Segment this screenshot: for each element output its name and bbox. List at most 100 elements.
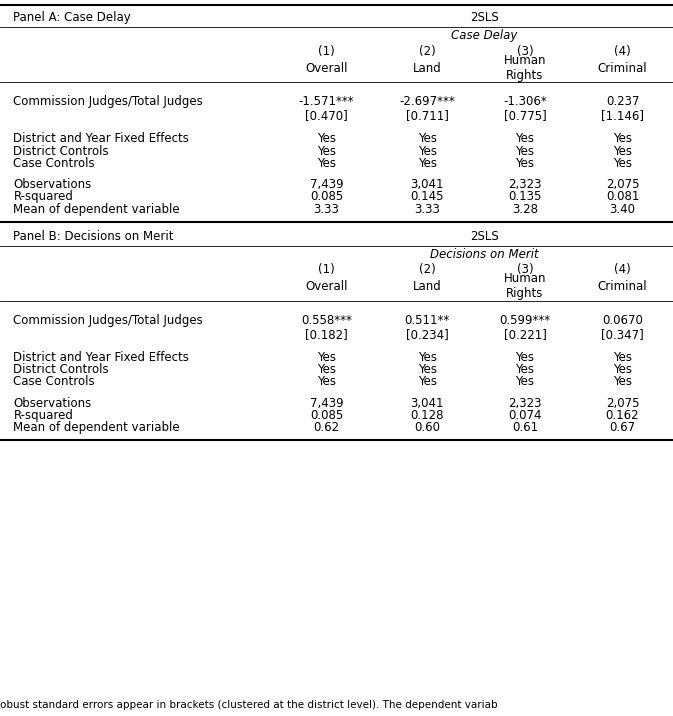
Text: 3.28: 3.28 <box>512 203 538 216</box>
Text: [0.182]: [0.182] <box>305 328 348 341</box>
Text: Yes: Yes <box>613 157 632 170</box>
Text: 0.599***: 0.599*** <box>499 314 551 326</box>
Text: Case Controls: Case Controls <box>13 375 95 388</box>
Text: 0.128: 0.128 <box>411 409 444 422</box>
Text: 0.67: 0.67 <box>610 421 635 434</box>
Text: 0.074: 0.074 <box>508 409 542 422</box>
Text: 2SLS: 2SLS <box>470 230 499 243</box>
Text: 3.33: 3.33 <box>314 203 339 216</box>
Text: District and Year Fixed Effects: District and Year Fixed Effects <box>13 132 189 145</box>
Text: [0.347]: [0.347] <box>601 328 644 341</box>
Text: District Controls: District Controls <box>13 363 109 376</box>
Text: obust standard errors appear in brackets (clustered at the district level). The : obust standard errors appear in brackets… <box>0 700 497 710</box>
Text: 0.081: 0.081 <box>606 190 639 203</box>
Text: Yes: Yes <box>516 363 534 376</box>
Text: Yes: Yes <box>418 132 437 145</box>
Text: (4): (4) <box>614 45 631 58</box>
Text: [1.146]: [1.146] <box>601 110 644 122</box>
Text: -1.571***: -1.571*** <box>299 95 354 108</box>
Text: Case Delay: Case Delay <box>452 29 518 42</box>
Text: 2SLS: 2SLS <box>470 11 499 24</box>
Text: Yes: Yes <box>516 351 534 364</box>
Text: Decisions on Merit: Decisions on Merit <box>430 248 539 261</box>
Text: 0.085: 0.085 <box>310 190 343 203</box>
Text: Yes: Yes <box>418 363 437 376</box>
Text: (3): (3) <box>517 263 533 276</box>
Text: 0.0670: 0.0670 <box>602 314 643 326</box>
Text: Observations: Observations <box>13 178 92 191</box>
Text: [0.470]: [0.470] <box>305 110 348 122</box>
Text: Yes: Yes <box>317 132 336 145</box>
Text: 0.62: 0.62 <box>314 421 339 434</box>
Text: Yes: Yes <box>418 145 437 158</box>
Text: Yes: Yes <box>613 132 632 145</box>
Text: Overall: Overall <box>305 280 348 293</box>
Text: Overall: Overall <box>305 62 348 74</box>
Text: Mean of dependent variable: Mean of dependent variable <box>13 421 180 434</box>
Text: (2): (2) <box>419 263 435 276</box>
Text: Yes: Yes <box>317 157 336 170</box>
Text: Criminal: Criminal <box>598 62 647 74</box>
Text: 0.558***: 0.558*** <box>301 314 352 326</box>
Text: Commission Judges/Total Judges: Commission Judges/Total Judges <box>13 314 203 326</box>
Text: 0.085: 0.085 <box>310 409 343 422</box>
Text: (3): (3) <box>517 45 533 58</box>
Text: 0.162: 0.162 <box>606 409 639 422</box>
Text: 0.237: 0.237 <box>606 95 639 108</box>
Text: [0.711]: [0.711] <box>406 110 449 122</box>
Text: [0.221]: [0.221] <box>503 328 546 341</box>
Text: Yes: Yes <box>613 351 632 364</box>
Text: 3,041: 3,041 <box>411 178 444 191</box>
Text: Yes: Yes <box>418 157 437 170</box>
Text: 0.511**: 0.511** <box>404 314 450 326</box>
Text: Yes: Yes <box>418 351 437 364</box>
Text: Commission Judges/Total Judges: Commission Judges/Total Judges <box>13 95 203 108</box>
Text: 0.145: 0.145 <box>411 190 444 203</box>
Text: Land: Land <box>413 280 441 293</box>
Text: Yes: Yes <box>317 351 336 364</box>
Text: 3.33: 3.33 <box>415 203 440 216</box>
Text: Yes: Yes <box>613 363 632 376</box>
Text: (4): (4) <box>614 263 631 276</box>
Text: Yes: Yes <box>613 145 632 158</box>
Text: Yes: Yes <box>317 375 336 388</box>
Text: Panel A: Case Delay: Panel A: Case Delay <box>13 11 131 24</box>
Text: [0.775]: [0.775] <box>503 110 546 122</box>
Text: Panel B: Decisions on Merit: Panel B: Decisions on Merit <box>13 230 174 243</box>
Text: (2): (2) <box>419 45 435 58</box>
Text: -2.697***: -2.697*** <box>400 95 455 108</box>
Text: 3,041: 3,041 <box>411 397 444 410</box>
Text: 0.60: 0.60 <box>415 421 440 434</box>
Text: R-squared: R-squared <box>13 409 73 422</box>
Text: -1.306*: -1.306* <box>503 95 547 108</box>
Text: 7,439: 7,439 <box>310 178 343 191</box>
Text: Yes: Yes <box>516 145 534 158</box>
Text: Human
Rights: Human Rights <box>503 54 546 82</box>
Text: Yes: Yes <box>317 363 336 376</box>
Text: 2,075: 2,075 <box>606 178 639 191</box>
Text: (1): (1) <box>318 45 334 58</box>
Text: 0.61: 0.61 <box>512 421 538 434</box>
Text: Yes: Yes <box>516 157 534 170</box>
Text: [0.234]: [0.234] <box>406 328 449 341</box>
Text: Human
Rights: Human Rights <box>503 272 546 301</box>
Text: Criminal: Criminal <box>598 280 647 293</box>
Text: Yes: Yes <box>418 375 437 388</box>
Text: Observations: Observations <box>13 397 92 410</box>
Text: Yes: Yes <box>516 132 534 145</box>
Text: 0.135: 0.135 <box>508 190 542 203</box>
Text: District Controls: District Controls <box>13 145 109 158</box>
Text: Yes: Yes <box>613 375 632 388</box>
Text: 3.40: 3.40 <box>610 203 635 216</box>
Text: Yes: Yes <box>317 145 336 158</box>
Text: Land: Land <box>413 62 441 74</box>
Text: 2,075: 2,075 <box>606 397 639 410</box>
Text: 2,323: 2,323 <box>508 397 542 410</box>
Text: (1): (1) <box>318 263 334 276</box>
Text: Yes: Yes <box>516 375 534 388</box>
Text: Mean of dependent variable: Mean of dependent variable <box>13 203 180 216</box>
Text: 2,323: 2,323 <box>508 178 542 191</box>
Text: R-squared: R-squared <box>13 190 73 203</box>
Text: Case Controls: Case Controls <box>13 157 95 170</box>
Text: 7,439: 7,439 <box>310 397 343 410</box>
